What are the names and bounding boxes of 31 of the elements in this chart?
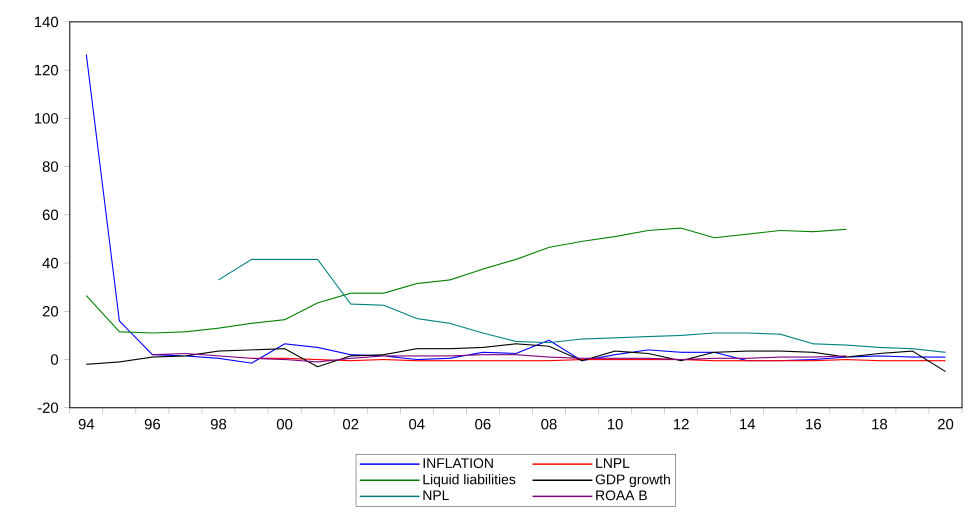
y-tick-label: 100 bbox=[34, 112, 58, 124]
y-tick-label: 80 bbox=[42, 161, 58, 172]
x-tick-label: 18 bbox=[872, 418, 888, 430]
y-tick-label: 140 bbox=[34, 16, 58, 28]
x-tick-label: 16 bbox=[806, 418, 821, 430]
legend-label: ROAA B bbox=[596, 490, 647, 500]
x-tick-label: 10 bbox=[608, 418, 623, 430]
legend-label: INFLATION bbox=[424, 458, 493, 468]
line-series bbox=[86, 343, 946, 372]
legend-label: NPL bbox=[423, 490, 449, 500]
legend-label: LNPL bbox=[596, 458, 630, 468]
x-tick-label: 06 bbox=[475, 418, 490, 430]
x-tick-label: 98 bbox=[210, 418, 226, 430]
y-tick-label: 120 bbox=[34, 64, 58, 76]
y-tick-label: 0 bbox=[50, 354, 58, 365]
y-tick-label: 40 bbox=[42, 258, 58, 268]
x-tick-label: 00 bbox=[276, 418, 292, 430]
x-tick-label: 04 bbox=[409, 418, 425, 430]
x-tick-label: 94 bbox=[78, 418, 94, 430]
line-series bbox=[86, 54, 946, 364]
x-tick-label: 14 bbox=[740, 418, 756, 429]
y-tick-label: 60 bbox=[42, 209, 58, 220]
y-tick-label: -20 bbox=[38, 402, 58, 413]
x-tick-label: 08 bbox=[541, 418, 557, 430]
x-tick-label: 02 bbox=[342, 418, 358, 430]
legend-label: GDP growth bbox=[596, 474, 670, 487]
x-tick-label: 20 bbox=[938, 418, 954, 430]
x-tick-label: 12 bbox=[674, 418, 689, 430]
x-tick-label: 96 bbox=[144, 418, 160, 430]
legend-label: Liquid liabilities bbox=[423, 474, 516, 487]
y-tick-label: 20 bbox=[42, 306, 58, 316]
